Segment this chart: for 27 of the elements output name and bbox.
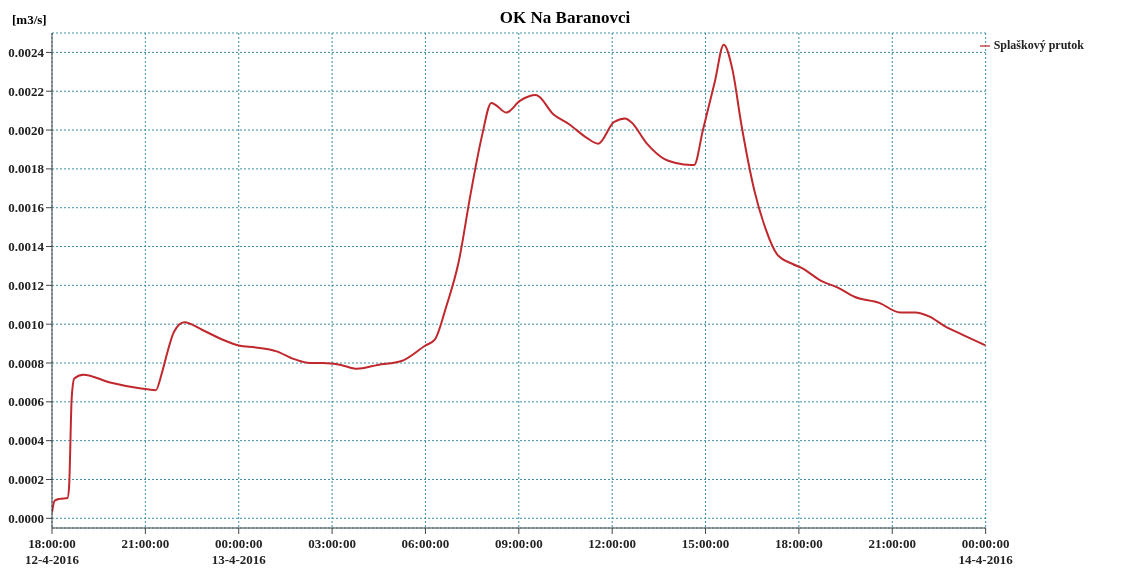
x-tick-label: 06:00:00 bbox=[401, 536, 450, 551]
y-tick-label: 0.0014 bbox=[8, 239, 45, 255]
y-tick-label: 0.0016 bbox=[8, 200, 45, 216]
x-tick-label: 09:00:00 bbox=[494, 536, 543, 551]
y-tick-label: 0.0012 bbox=[8, 277, 44, 293]
y-tick-label: 0.0000 bbox=[8, 510, 44, 526]
x-tick-label: 18:00:00 12-4-2016 bbox=[24, 536, 80, 567]
x-tick-label: 03:00:00 bbox=[308, 536, 356, 551]
y-tick-label: 0.0020 bbox=[8, 122, 44, 138]
x-tick-label: 21:00:00 bbox=[121, 536, 170, 551]
y-tick-label: 0.0010 bbox=[8, 316, 44, 332]
y-tick-label: 0.0022 bbox=[8, 83, 44, 99]
y-tick-label: 0.0002 bbox=[8, 472, 44, 488]
x-tick-label: 15:00:00 bbox=[681, 536, 730, 551]
legend-label: Splaškový prutok bbox=[993, 38, 1084, 52]
y-tick-label: 0.0006 bbox=[8, 394, 45, 410]
x-tick-label: 00:00:00 14-4-2016 bbox=[958, 536, 1014, 567]
x-tick-label: 00:00:00 13-4-2016 bbox=[211, 536, 267, 567]
chart-title: OK Na Baranovci bbox=[499, 8, 631, 27]
y-tick-label: 0.0008 bbox=[8, 355, 45, 371]
y-tick-label: 0.0018 bbox=[8, 161, 45, 177]
x-tick-label: 21:00:00 bbox=[868, 536, 917, 551]
y-tick-label: 0.0004 bbox=[8, 433, 45, 449]
y-tick-label: 0.0024 bbox=[8, 45, 45, 61]
y-axis-title: [m3/s] bbox=[12, 12, 47, 28]
x-tick-label: 12:00:00 bbox=[588, 536, 637, 551]
x-tick-label: 18:00:00 bbox=[775, 536, 823, 551]
